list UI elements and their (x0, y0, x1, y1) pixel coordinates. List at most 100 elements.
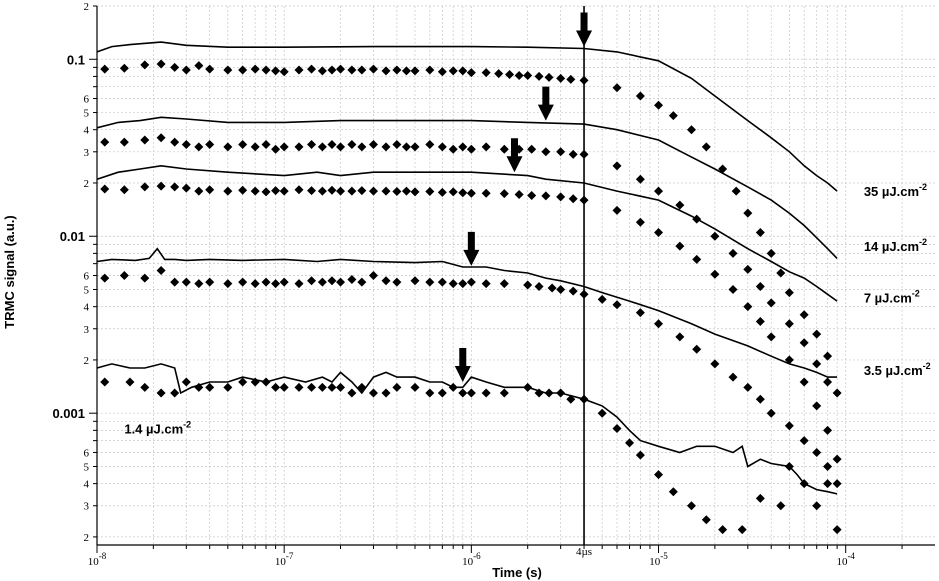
series-lines (96, 41, 838, 495)
series-point-4 (250, 377, 260, 387)
series-point-3 (336, 277, 346, 287)
series-point-2 (307, 186, 317, 196)
y-tick-label-minor: 5 (84, 461, 90, 473)
series-point-1 (755, 281, 765, 291)
series-point-2 (755, 316, 765, 326)
series-point-3 (458, 279, 468, 289)
x-tick-label: 10-5 (649, 551, 668, 568)
series-point-1 (238, 139, 248, 149)
series-point-3 (140, 273, 150, 283)
y-axis-title: TRMC signal (a.u.) (2, 215, 17, 328)
series-point-1 (156, 133, 166, 143)
series-point-2 (448, 187, 458, 197)
series-point-4 (799, 479, 809, 489)
series-point-4 (100, 377, 110, 387)
series-point-3 (597, 294, 607, 304)
series-point-4 (381, 388, 391, 398)
series-point-3 (755, 394, 765, 404)
series-point-0 (392, 65, 402, 75)
series-point-0 (635, 91, 645, 101)
series-line-3 (96, 247, 838, 378)
series-point-3 (499, 279, 509, 289)
series-point-0 (401, 66, 411, 76)
series-point-2 (327, 185, 337, 195)
series-point-4 (392, 382, 402, 392)
series-point-0 (307, 64, 317, 74)
series-point-0 (832, 388, 842, 398)
series-point-0 (223, 65, 233, 75)
series-point-4 (271, 382, 281, 392)
x-axis-title: Time (s) (492, 565, 542, 580)
series-point-4 (523, 382, 533, 392)
series-point-0 (279, 67, 289, 77)
series-point-4 (238, 377, 248, 387)
arrow-marker-0 (576, 12, 593, 47)
series-point-4 (347, 388, 357, 398)
series-labels: 35 µJ.cm-2 14 µJ.cm-2 7 µJ.cm-2 3.5 µJ.cm-2… (124, 182, 930, 436)
series-point-2 (205, 185, 215, 195)
series-point-3 (357, 277, 367, 287)
series-point-4 (458, 388, 468, 398)
series-point-3 (823, 461, 833, 471)
series-point-1 (368, 139, 378, 149)
series-point-0 (100, 64, 110, 74)
series-point-1 (317, 142, 327, 152)
series-point-0 (494, 69, 504, 79)
series-point-3 (194, 279, 204, 289)
series-point-1 (336, 142, 346, 152)
series-point-1 (392, 139, 402, 149)
series-point-2 (156, 181, 166, 191)
vertical-marker-4us: 4µs (576, 6, 592, 558)
series-point-2 (271, 186, 281, 196)
series-point-3 (392, 277, 402, 287)
series-point-4 (327, 382, 337, 392)
series-point-0 (534, 71, 544, 81)
series-point-1 (425, 139, 435, 149)
series-point-3 (156, 266, 166, 276)
series-point-0 (505, 70, 515, 80)
series-point-2 (368, 186, 378, 196)
series-point-4 (668, 487, 678, 497)
y-tick-label-minor: 6 (84, 94, 90, 106)
series-point-3 (327, 276, 337, 286)
series-point-3 (635, 308, 645, 318)
y-tick-label-minor: 4 (84, 302, 90, 314)
y-tick-label-major: 0.001 (52, 406, 85, 421)
series-point-2 (401, 186, 411, 196)
series-point-2 (357, 186, 367, 196)
series-point-1 (799, 338, 809, 348)
series-point-2 (437, 187, 447, 197)
series-point-2 (799, 377, 809, 387)
series-point-0 (466, 68, 476, 78)
series-point-1 (654, 186, 664, 196)
arrow-marker-4 (454, 348, 471, 383)
y-tick-label-minor: 5 (84, 285, 90, 297)
series-point-4 (597, 408, 607, 418)
series-point-3 (547, 283, 557, 293)
series-point-0 (448, 66, 458, 76)
series-point-4 (170, 388, 180, 398)
series-point-4 (279, 382, 289, 392)
series-point-4 (776, 501, 786, 511)
series-point-4 (140, 382, 150, 392)
series-point-1 (357, 142, 367, 152)
y-tick-label-minor: 6 (84, 271, 90, 283)
series-point-1 (294, 142, 304, 152)
series-point-1 (556, 147, 566, 157)
series-point-2 (279, 186, 289, 196)
series-point-2 (766, 332, 776, 342)
series-point-1 (347, 139, 357, 149)
series-point-1 (327, 139, 337, 149)
series-point-1 (250, 142, 260, 152)
series-point-1 (261, 139, 271, 149)
series-point-2 (347, 186, 357, 196)
series-point-4 (556, 388, 566, 398)
series-point-0 (718, 164, 728, 174)
series-point-4 (499, 388, 509, 398)
series-point-3 (766, 408, 776, 418)
series-point-1 (307, 139, 317, 149)
series-point-0 (668, 111, 678, 121)
series-point-4 (701, 515, 711, 525)
series-point-4 (125, 377, 135, 387)
